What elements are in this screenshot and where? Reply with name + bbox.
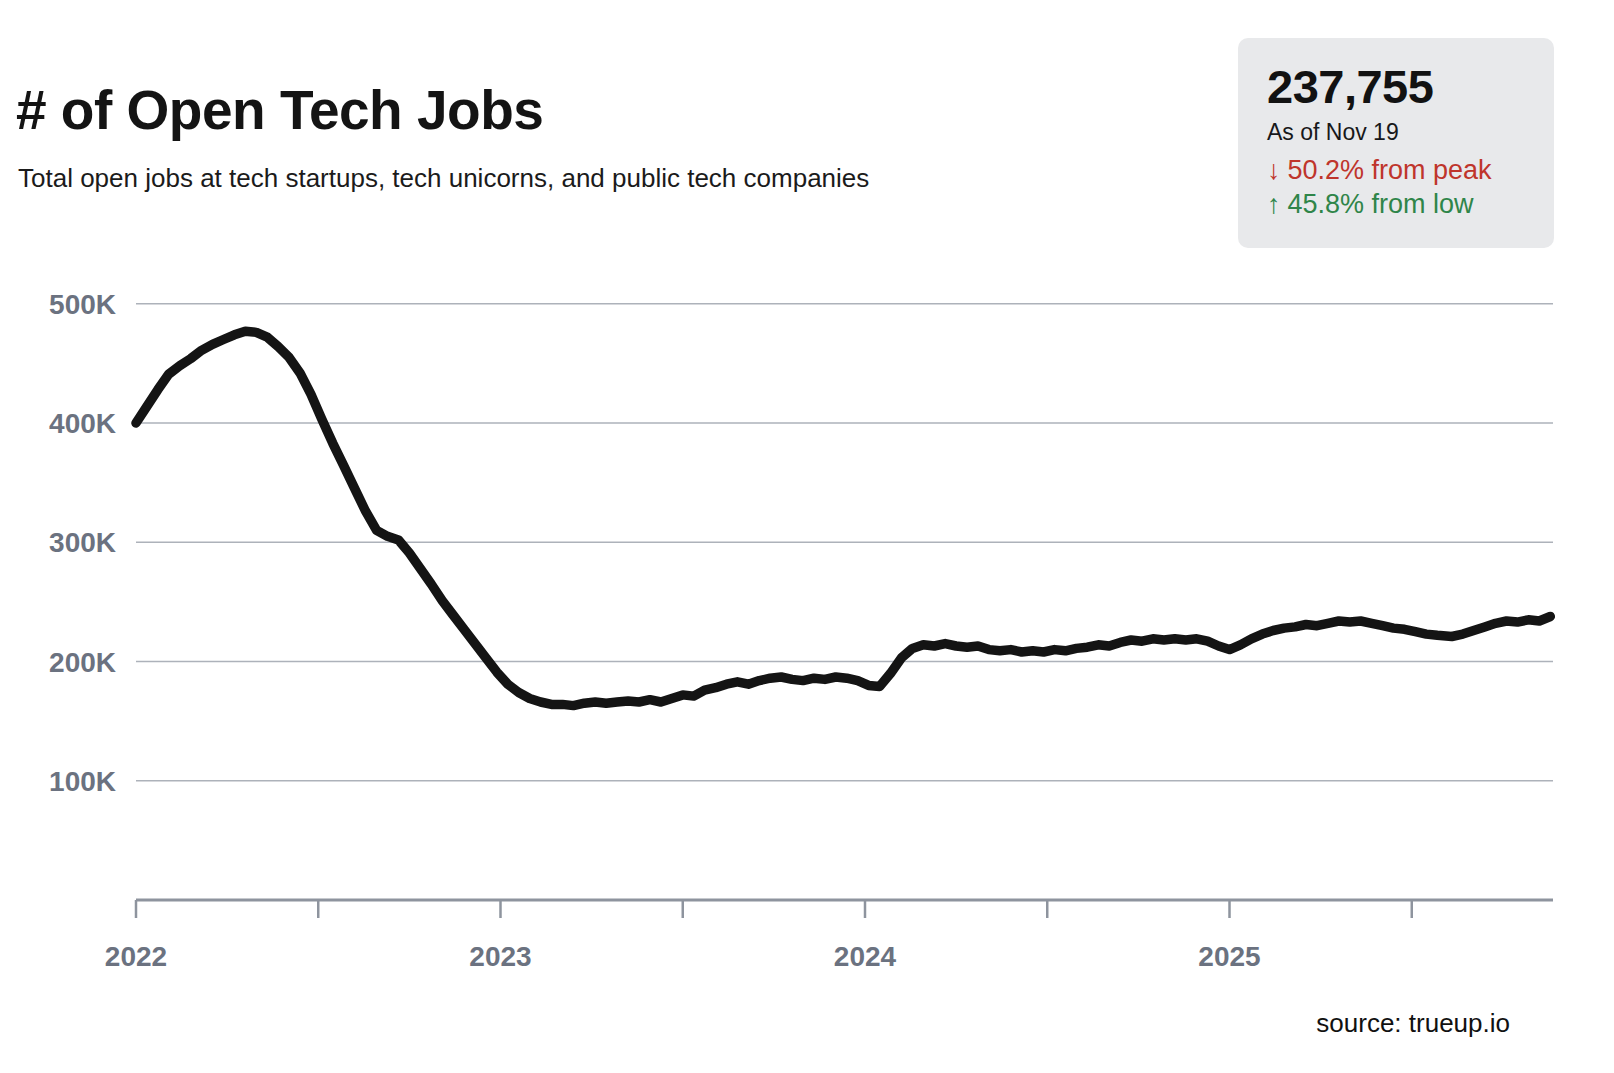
x-axis-label: 2022 (105, 941, 167, 972)
y-axis-label: 400K (49, 408, 116, 439)
x-axis-label: 2024 (834, 941, 897, 972)
source-credit: source: trueup.io (1316, 1008, 1510, 1039)
data-line-series (136, 331, 1550, 705)
y-axis-label: 100K (49, 766, 116, 797)
open-tech-jobs-dashboard: # of Open Tech Jobs Total open jobs at t… (0, 0, 1614, 1073)
y-axis-label: 200K (49, 647, 116, 678)
y-axis-label: 500K (49, 289, 116, 320)
y-axis-label: 300K (49, 527, 116, 558)
open-tech-jobs-line-chart: 500K 400K 300K 200K 100K 2022 2023 2024 2025 (0, 0, 1614, 1073)
x-axis-label: 2023 (469, 941, 531, 972)
x-axis-label: 2025 (1198, 941, 1260, 972)
